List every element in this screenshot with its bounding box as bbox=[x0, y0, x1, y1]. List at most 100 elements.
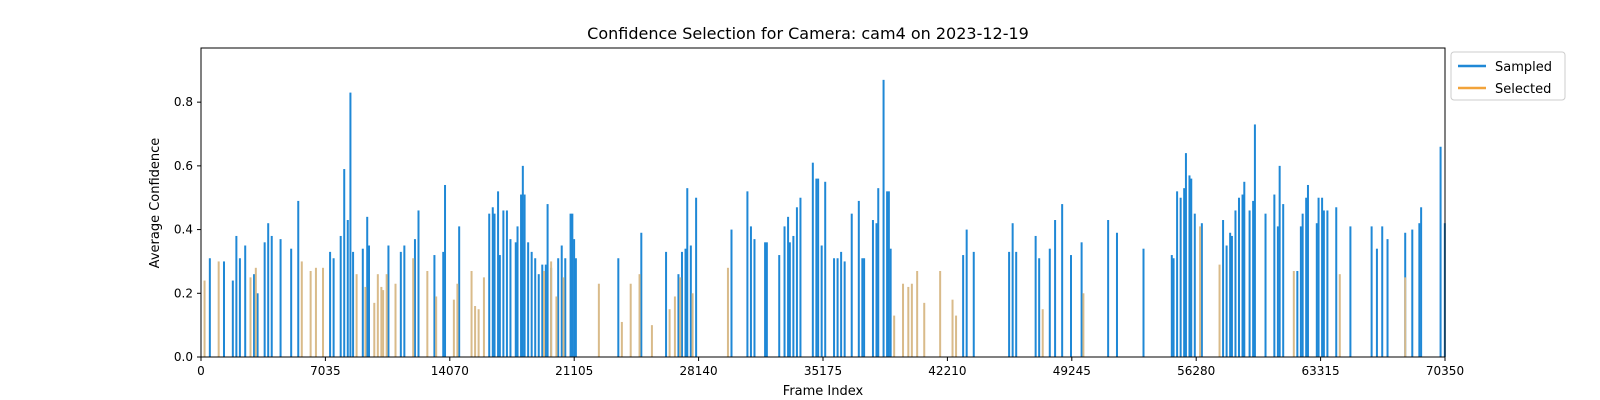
sampled-bar-36 bbox=[497, 191, 500, 357]
sampled-bar-162 bbox=[1411, 229, 1414, 357]
x-tick-label-2: 14070 bbox=[431, 364, 469, 378]
sampled-bar-139 bbox=[1253, 124, 1256, 357]
sampled-bar-19 bbox=[349, 92, 352, 357]
sampled-bar-89 bbox=[836, 258, 839, 357]
sampled-bar-124 bbox=[1184, 153, 1187, 357]
selected-bar-19 bbox=[452, 299, 455, 357]
sampled-bar-6 bbox=[253, 274, 256, 357]
x-tick-label-0: 0 bbox=[197, 364, 205, 378]
sampled-bar-132 bbox=[1230, 235, 1233, 357]
sampled-bar-130 bbox=[1225, 245, 1228, 357]
selected-bar-52 bbox=[1292, 270, 1295, 357]
sampled-bar-133 bbox=[1234, 210, 1237, 357]
y-tick-label-3: 0.6 bbox=[174, 159, 193, 173]
selected-bar-25 bbox=[543, 270, 546, 357]
sampled-bar-41 bbox=[514, 242, 517, 357]
sampled-bar-114 bbox=[1070, 255, 1072, 357]
sampled-bar-112 bbox=[1054, 220, 1057, 357]
selected-bar-47 bbox=[955, 315, 958, 357]
sampled-bar-146 bbox=[1299, 226, 1302, 357]
selected-bar-33 bbox=[650, 325, 653, 357]
sampled-bar-107 bbox=[1011, 223, 1014, 357]
sampled-bar-14 bbox=[329, 251, 332, 357]
sampled-bar-144 bbox=[1282, 204, 1285, 357]
sampled-bar-106 bbox=[1008, 251, 1011, 357]
selected-bar-48 bbox=[1041, 309, 1044, 357]
selected-bar-6 bbox=[314, 267, 317, 357]
sampled-bar-155 bbox=[1335, 207, 1338, 357]
sampled-bar-47 bbox=[530, 251, 533, 357]
sampled-bar-96 bbox=[871, 220, 874, 357]
sampled-bar-95 bbox=[863, 258, 866, 357]
sampled-bar-27 bbox=[413, 239, 416, 357]
sampled-bar-91 bbox=[843, 261, 846, 357]
sampled-bar-151 bbox=[1317, 197, 1320, 357]
sampled-bar-69 bbox=[695, 197, 698, 357]
y-tick-label-4: 0.8 bbox=[174, 95, 193, 109]
sampled-bar-86 bbox=[820, 245, 823, 357]
sampled-bar-137 bbox=[1248, 210, 1251, 357]
y-tick-label-1: 0.2 bbox=[174, 286, 193, 300]
sampled-bar-118 bbox=[1142, 248, 1145, 357]
sampled-bar-49 bbox=[537, 274, 540, 357]
selected-bar-23 bbox=[477, 309, 480, 357]
sampled-bar-0 bbox=[208, 258, 211, 357]
sampled-bar-90 bbox=[840, 251, 843, 357]
sampled-bar-61 bbox=[617, 258, 620, 357]
sampled-bar-165 bbox=[1439, 146, 1442, 357]
sampled-bar-74 bbox=[764, 242, 767, 357]
selected-bar-36 bbox=[679, 277, 682, 357]
selected-bar-12 bbox=[380, 286, 383, 357]
sampled-bar-4 bbox=[238, 258, 241, 357]
sampled-bar-52 bbox=[546, 204, 549, 357]
sampled-bar-63 bbox=[665, 251, 668, 357]
selected-bar-22 bbox=[474, 306, 477, 357]
sampled-bar-37 bbox=[498, 255, 501, 357]
x-tick-label-4: 28140 bbox=[680, 364, 718, 378]
sampled-bar-25 bbox=[399, 251, 402, 357]
sampled-bar-28 bbox=[417, 210, 420, 357]
selected-bar-38 bbox=[726, 267, 729, 357]
sampled-bar-46 bbox=[527, 242, 530, 357]
y-tick-label-0: 0.0 bbox=[174, 350, 193, 364]
sampled-bar-23 bbox=[367, 245, 370, 357]
sampled-bar-98 bbox=[877, 188, 880, 357]
selected-bar-18 bbox=[435, 296, 438, 357]
sampled-bar-38 bbox=[502, 210, 505, 357]
sampled-bar-34 bbox=[491, 207, 494, 357]
sampled-bar-26 bbox=[403, 245, 406, 357]
sampled-bar-157 bbox=[1370, 226, 1373, 357]
sampled-bar-79 bbox=[788, 242, 791, 357]
sampled-bar-1 bbox=[222, 261, 225, 357]
sampled-bar-54 bbox=[557, 258, 560, 357]
selected-bar-46 bbox=[951, 299, 954, 357]
x-tick-label-10: 70350 bbox=[1426, 364, 1464, 378]
sampled-bar-82 bbox=[799, 197, 802, 357]
sampled-bar-16 bbox=[339, 235, 342, 357]
sampled-bar-56 bbox=[564, 258, 567, 357]
sampled-bar-30 bbox=[442, 251, 445, 357]
sampled-bar-121 bbox=[1176, 191, 1179, 357]
sampled-bar-44 bbox=[521, 165, 524, 357]
x-tick-label-7: 49245 bbox=[1053, 364, 1091, 378]
sampled-bar-11 bbox=[279, 239, 282, 357]
sampled-bar-87 bbox=[824, 181, 827, 357]
selected-bar-20 bbox=[456, 283, 459, 357]
sampled-bar-110 bbox=[1038, 258, 1041, 357]
sampled-bar-159 bbox=[1381, 226, 1384, 357]
sampled-bar-7 bbox=[256, 293, 259, 357]
sampled-bar-115 bbox=[1080, 242, 1083, 357]
sampled-bar-29 bbox=[433, 255, 436, 357]
sampled-bar-81 bbox=[795, 207, 798, 357]
sampled-bar-40 bbox=[509, 239, 512, 357]
sampled-bar-70 bbox=[730, 229, 733, 357]
sampled-bar-134 bbox=[1237, 197, 1240, 357]
sampled-bar-60 bbox=[574, 258, 577, 357]
sampled-bar-17 bbox=[343, 169, 346, 357]
sampled-bar-101 bbox=[887, 191, 890, 357]
x-tick-label-3: 21105 bbox=[555, 364, 593, 378]
sampled-bar-31 bbox=[444, 184, 447, 357]
sampled-bar-88 bbox=[833, 258, 836, 357]
sampled-bar-71 bbox=[746, 191, 749, 357]
